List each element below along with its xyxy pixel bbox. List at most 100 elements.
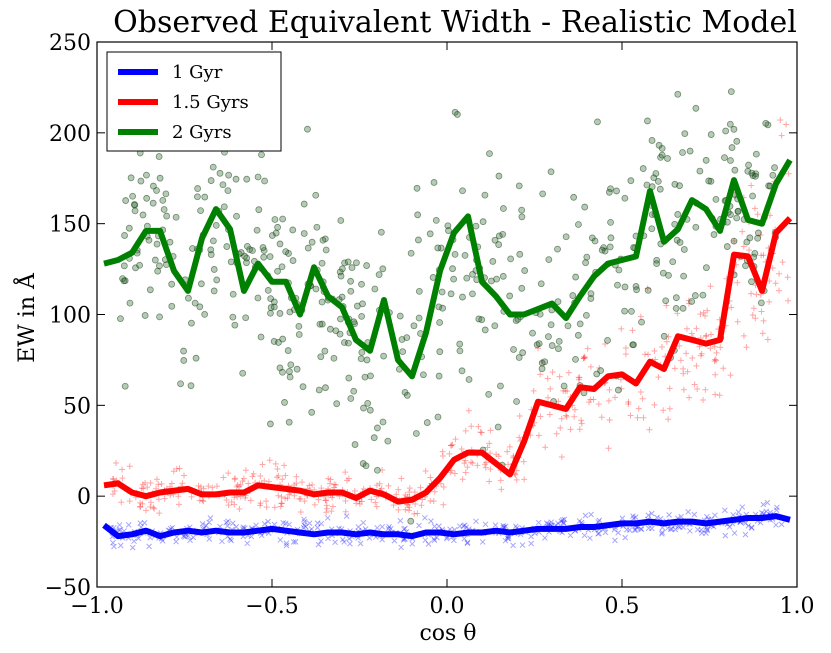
legend-label: 1 Gyr <box>172 62 223 83</box>
scatter-point-1gyr <box>581 532 588 539</box>
scatter-point-1gyr <box>283 540 290 547</box>
scatter-point-2gyrs <box>518 206 526 214</box>
scatter-point-1gyr <box>731 530 738 536</box>
scatter-point-1-5gyrs <box>390 502 397 509</box>
scatter-point-1-5gyrs <box>414 510 421 517</box>
scatter-point-1-5gyrs <box>373 482 380 489</box>
scatter-point-2gyrs <box>545 333 552 341</box>
scatter-point-1gyr <box>675 523 682 530</box>
scatter-point-1gyr <box>528 540 535 547</box>
scatter-point-2gyrs <box>151 256 159 264</box>
scatter-point-1gyr <box>773 507 780 514</box>
scatter-point-2gyrs <box>752 150 760 158</box>
scatter-point-1-5gyrs <box>629 327 636 334</box>
scatter-point-1-5gyrs <box>486 440 493 447</box>
scatter-point-1-5gyrs <box>266 457 273 464</box>
scatter-point-2gyrs <box>242 314 250 322</box>
scatter-point-1-5gyrs <box>234 482 241 489</box>
scatter-point-1-5gyrs <box>447 442 454 449</box>
scatter-point-1-5gyrs <box>231 501 238 508</box>
scatter-point-1-5gyrs <box>275 492 282 499</box>
scatter-point-1-5gyrs <box>506 443 513 450</box>
scatter-point-1gyr <box>560 520 567 527</box>
scatter-point-1gyr <box>280 519 287 526</box>
scatter-point-2gyrs <box>131 207 139 215</box>
scatter-point-1-5gyrs <box>727 372 734 379</box>
scatter-point-1gyr <box>464 539 471 546</box>
scatter-point-1-5gyrs <box>245 480 252 487</box>
scatter-point-2gyrs <box>497 382 504 390</box>
scatter-point-2gyrs <box>358 348 366 356</box>
scatter-point-1-5gyrs <box>385 482 392 489</box>
scatter-point-2gyrs <box>163 212 171 220</box>
scatter-point-2gyrs <box>362 462 370 470</box>
scatter-point-2gyrs <box>672 304 680 312</box>
scatter-point-2gyrs <box>570 193 578 201</box>
scatter-point-2gyrs <box>582 259 590 267</box>
y-axis-label: EW in Å <box>12 272 40 363</box>
scatter-point-1-5gyrs <box>233 483 240 490</box>
scatter-point-2gyrs <box>316 320 324 328</box>
scatter-point-1gyr <box>758 510 765 516</box>
scatter-point-1-5gyrs <box>530 387 537 394</box>
scatter-point-1gyr <box>482 521 489 528</box>
scatter-point-1gyr <box>325 535 331 542</box>
scatter-point-2gyrs <box>426 230 434 238</box>
scatter-point-1-5gyrs <box>707 345 714 352</box>
scatter-point-2gyrs <box>308 238 316 246</box>
scatter-point-2gyrs <box>648 225 656 233</box>
scatter-point-1-5gyrs <box>542 444 549 451</box>
scatter-point-1gyr <box>545 521 552 527</box>
scatter-point-1gyr <box>773 522 779 528</box>
scatter-point-1-5gyrs <box>563 412 570 419</box>
scatter-point-2gyrs <box>274 267 281 275</box>
scatter-point-2gyrs <box>730 125 738 133</box>
scatter-point-1-5gyrs <box>753 291 760 298</box>
scatter-point-1-5gyrs <box>708 331 715 338</box>
scatter-point-1-5gyrs <box>439 448 446 455</box>
scatter-point-1-5gyrs <box>734 318 741 325</box>
scatter-point-1-5gyrs <box>451 470 458 477</box>
scatter-point-1-5gyrs <box>239 478 246 485</box>
scatter-point-1gyr <box>374 524 381 531</box>
scatter-point-2gyrs <box>654 177 662 185</box>
scatter-point-2gyrs <box>419 371 427 379</box>
scatter-point-2gyrs <box>149 182 157 190</box>
scatter-point-2gyrs <box>696 167 704 175</box>
scatter-point-2gyrs <box>581 203 589 211</box>
scatter-point-1-5gyrs <box>119 475 126 482</box>
scatter-point-1-5gyrs <box>277 503 284 510</box>
scatter-point-2gyrs <box>516 250 524 258</box>
scatter-point-1-5gyrs <box>712 371 719 378</box>
scatter-point-1gyr <box>386 523 392 530</box>
scatter-point-2gyrs <box>547 168 555 176</box>
scatter-point-1-5gyrs <box>493 451 500 458</box>
scatter-point-1-5gyrs <box>478 429 485 436</box>
scatter-point-2gyrs <box>705 177 713 185</box>
scatter-point-1-5gyrs <box>766 298 773 305</box>
scatter-point-1-5gyrs <box>749 312 756 319</box>
scatter-point-1gyr <box>460 523 467 529</box>
scatter-point-1-5gyrs <box>731 238 738 245</box>
scatter-point-2gyrs <box>495 232 503 240</box>
scatter-point-2gyrs <box>239 369 247 377</box>
scatter-point-2gyrs <box>734 207 742 215</box>
scatter-point-2gyrs <box>485 390 493 398</box>
scatter-point-1-5gyrs <box>282 495 289 502</box>
scatter-point-2gyrs <box>469 270 476 278</box>
scatter-point-2gyrs <box>287 361 295 369</box>
scatter-point-1-5gyrs <box>605 445 612 452</box>
scatter-point-1-5gyrs <box>282 472 289 479</box>
scatter-point-1-5gyrs <box>483 459 490 466</box>
scatter-point-2gyrs <box>243 259 250 267</box>
scatter-point-2gyrs <box>662 297 670 305</box>
scatter-point-1-5gyrs <box>430 498 437 505</box>
scatter-point-1gyr <box>169 524 176 531</box>
y-tick-label: −50 <box>45 576 91 601</box>
scatter-point-2gyrs <box>518 213 526 221</box>
scatter-point-1-5gyrs <box>301 498 308 505</box>
scatter-point-2gyrs <box>168 280 176 288</box>
scatter-point-1-5gyrs <box>520 458 527 465</box>
scatter-point-1-5gyrs <box>195 482 202 489</box>
scatter-point-1-5gyrs <box>228 499 235 506</box>
